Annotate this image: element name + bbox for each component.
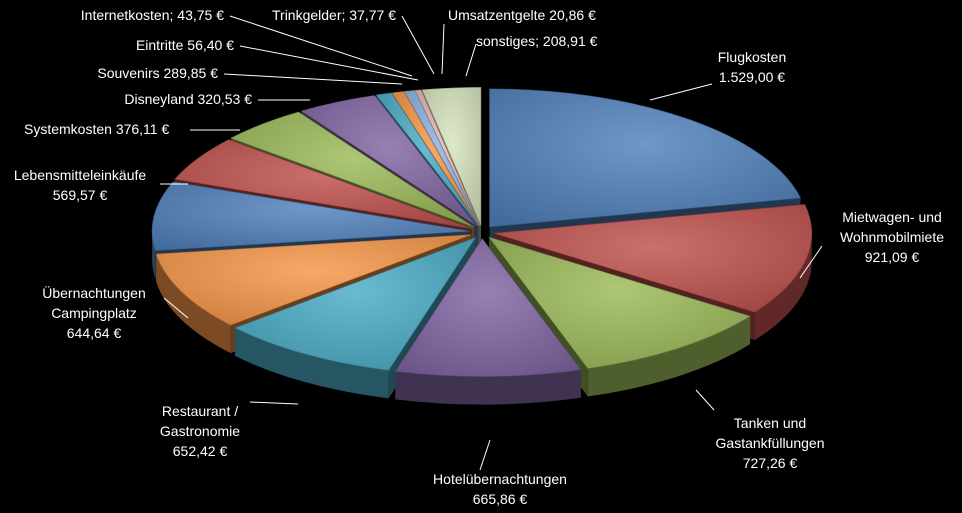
leader-line-tanken-und-gastankfullungen: [695, 389, 715, 411]
data-label-umsatzentgelte: Umsatzentgelte 20,86 €: [448, 7, 596, 23]
data-label-sonstiges: sonstiges; 208,91 €: [476, 33, 598, 49]
leader-line-ubernachtungen-campingplatz: [163, 297, 189, 319]
data-label-flugkosten: Flugkosten 1.529,00 €: [718, 49, 786, 85]
leader-line-flugkosten: [649, 83, 713, 101]
leader-line-internetkosten: [229, 15, 413, 77]
data-label-lebensmitteleinkaufe: Lebensmitteleinkäufe 569,57 €: [14, 167, 147, 203]
data-label-systemkosten: Systemkosten 376,11 €: [24, 121, 169, 137]
leader-line-eintritte: [239, 45, 419, 81]
leader-line-mietwagen-und-wohnmobilmiete: [799, 245, 823, 279]
data-label-ubernachtungen-campingplatz: Übernachtungen Campingplatz 644,64 €: [42, 284, 146, 341]
leader-line-hotelubernachtungen: [479, 439, 491, 471]
pie-slice-hotelubernachtungen: [394, 238, 582, 405]
data-label-internetkosten: Internetkosten; 43,75 €: [81, 7, 224, 23]
data-label-eintritte: Eintritte 56,40 €: [136, 37, 234, 53]
leader-line-sonstiges: [465, 43, 477, 77]
data-label-tanken-und-gastankfullungen: Tanken und Gastankfüllungen 727,26 €: [716, 415, 825, 471]
data-label-restaurant-gastronomie: Restaurant / Gastronomie 652,42 €: [160, 403, 240, 459]
data-label-hotelubernachtungen: Hotelübernachtungen 665,86 €: [433, 471, 567, 507]
data-label-mietwagen-und-wohnmobilmiete: Mietwagen- und Wohnmobilmiete 921,09 €: [840, 209, 944, 265]
leader-line-umsatzentgelte: [441, 23, 445, 75]
data-label-disneyland: Disneyland 320,53 €: [124, 91, 252, 107]
data-label-souvenirs: Souvenirs 289,85 €: [97, 65, 218, 81]
leader-line-souvenirs: [223, 73, 403, 85]
leader-line-restaurant-gastronomie: [249, 401, 299, 405]
data-label-trinkgelder: Trinkgelder; 37,77 €: [272, 7, 396, 23]
leader-line-trinkgelder: [401, 15, 435, 75]
